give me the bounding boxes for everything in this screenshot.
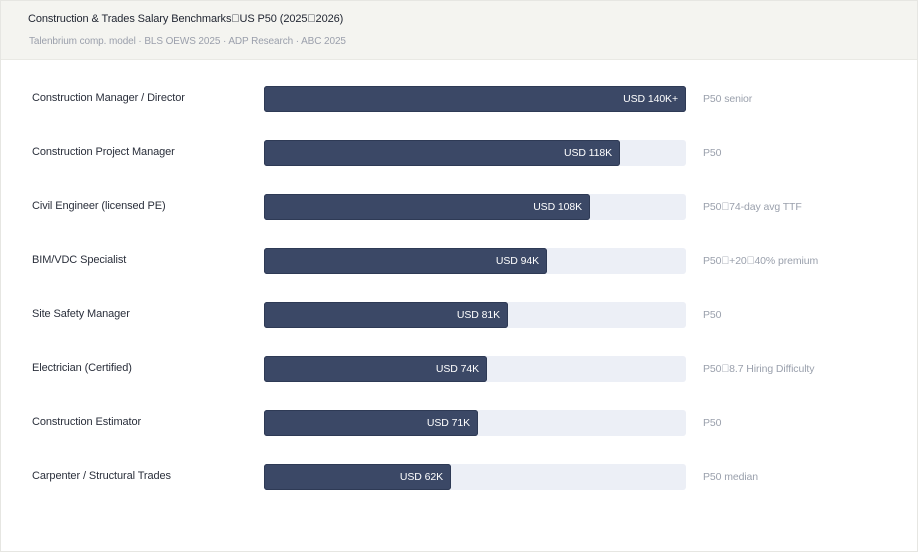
bar-track: USD 108K — [264, 194, 686, 220]
bar-row: Site Safety Manager USD 81K P50 — [1, 302, 917, 328]
bar-annotation: P50 8.7 Hiring Difficulty — [703, 363, 815, 375]
bar: USD 94K — [264, 248, 547, 274]
chart-header: Construction & Trades Salary Benchmarks … — [1, 1, 917, 60]
bar-row: Construction Project Manager USD 118K P50 — [1, 140, 917, 166]
bar-value-label: USD 81K — [456, 309, 500, 321]
bar: USD 81K — [264, 302, 508, 328]
chart-title: Construction & Trades Salary Benchmarks … — [28, 13, 344, 25]
bar-track: USD 81K — [264, 302, 686, 328]
bar-track: USD 140K+ — [264, 86, 686, 112]
bar-track: USD 62K — [264, 464, 686, 490]
chart-subtitle: Talenbrium comp. model · BLS OEWS 2025 ·… — [29, 36, 346, 47]
bar-annotation: P50 74-day avg TTF — [703, 201, 802, 213]
bar-annotation: P50 — [703, 417, 722, 429]
bar-annotation: P50 — [703, 147, 722, 159]
category-label: Carpenter / Structural Trades — [32, 470, 171, 482]
bar-row: Electrician (Certified) USD 74K P50 8.7 Hi… — [1, 356, 917, 382]
bar: USD 71K — [264, 410, 478, 436]
bar: USD 118K — [264, 140, 620, 166]
bar-row: Civil Engineer (licensed PE) USD 108K P50 … — [1, 194, 917, 220]
bar-value-label: USD 140K+ — [623, 93, 678, 105]
bar-row: Construction Estimator USD 71K P50 — [1, 410, 917, 436]
bar: USD 74K — [264, 356, 487, 382]
bar-value-label: USD 94K — [495, 255, 539, 267]
bar-value-label: USD 62K — [399, 471, 443, 483]
category-label: BIM/VDC Specialist — [32, 254, 127, 266]
bar-row: BIM/VDC Specialist USD 94K P50 +20 40% pre… — [1, 248, 917, 274]
bar-chart: Construction Manager / Director USD 140K+… — [1, 60, 917, 551]
bar-value-label: USD 118K — [563, 147, 612, 159]
category-label: Construction Manager / Director — [32, 92, 185, 104]
bar-track: USD 94K — [264, 248, 686, 274]
bar-row: Construction Manager / Director USD 140K+… — [1, 86, 917, 112]
bar-annotation: P50 — [703, 309, 722, 321]
bar: USD 140K+ — [264, 86, 686, 112]
bar-track: USD 71K — [264, 410, 686, 436]
bar-row: Carpenter / Structural Trades USD 62K P50 … — [1, 464, 917, 490]
bar-value-label: USD 71K — [426, 417, 470, 429]
bar: USD 62K — [264, 464, 451, 490]
bar-track: USD 118K — [264, 140, 686, 166]
bar-track: USD 74K — [264, 356, 686, 382]
bar-annotation: P50 median — [703, 471, 759, 483]
bar-value-label: USD 108K — [533, 201, 582, 213]
category-label: Construction Estimator — [32, 416, 142, 428]
bar-annotation: P50 senior — [703, 93, 753, 105]
bar-value-label: USD 74K — [435, 363, 479, 375]
category-label: Civil Engineer (licensed PE) — [32, 200, 166, 212]
bar-annotation: P50 +20 40% premium — [703, 255, 819, 267]
category-label: Electrician (Certified) — [32, 362, 132, 374]
bar: USD 108K — [264, 194, 590, 220]
category-label: Construction Project Manager — [32, 146, 175, 158]
category-label: Site Safety Manager — [32, 308, 130, 320]
